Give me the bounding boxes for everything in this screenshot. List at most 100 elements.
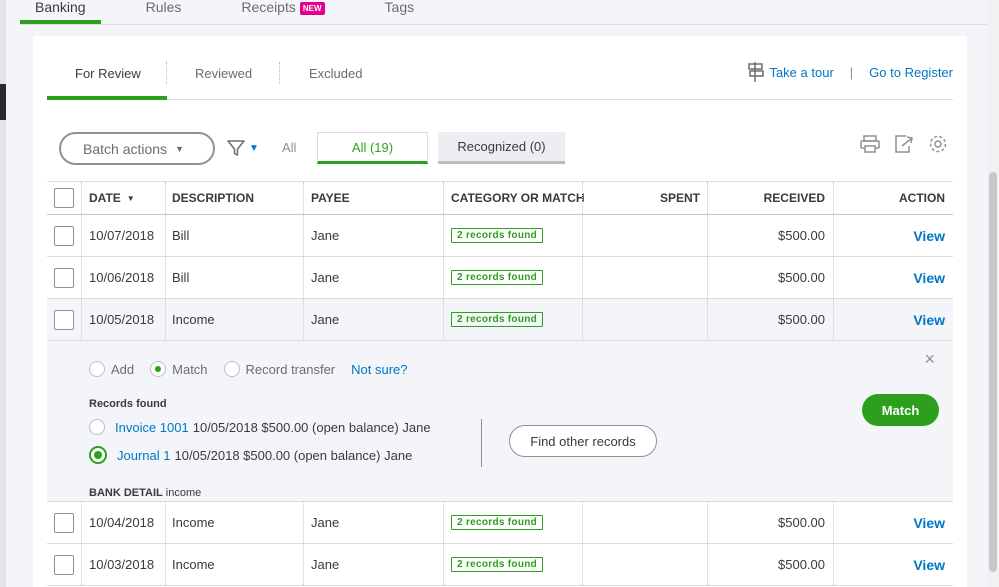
tab-banking[interactable]: Banking [20,0,101,24]
record-radio[interactable] [89,419,105,435]
row-description: Bill [172,270,190,285]
row-checkbox[interactable] [54,225,74,246]
mode-add-radio[interactable] [89,361,105,377]
batch-actions-button[interactable]: Batch actions ▼ [59,132,215,165]
col-date-label: DATE [89,191,121,205]
panel-divider [481,419,482,467]
row-checkbox[interactable] [54,267,74,288]
view-link[interactable]: View [913,269,945,286]
col-received: RECEIVED [763,191,825,205]
not-sure-link[interactable]: Not sure? [351,361,408,377]
row-date: 10/06/2018 [89,270,155,285]
filter-icon [227,140,245,156]
col-spent: SPENT [659,191,700,205]
select-all-checkbox[interactable] [54,188,74,208]
row-description: Income [172,312,215,327]
row-checkbox[interactable] [54,554,74,575]
records-found-badge[interactable]: 2 records found [451,557,544,572]
col-date[interactable]: DATE ▼ [89,182,135,214]
active-tab-underline [47,96,167,100]
scrollbar-thumb[interactable] [989,172,997,572]
records-found-badge[interactable]: 2 records found [451,228,544,243]
close-icon[interactable]: × [924,349,935,369]
table-row[interactable]: 10/07/2018 Bill Jane 2 records found $50… [47,215,953,257]
row-checkbox[interactable] [54,309,74,330]
records-found-badge[interactable]: 2 records found [451,312,544,327]
view-link[interactable]: View [913,311,945,328]
batch-actions-label: Batch actions [83,140,168,157]
row-spent [590,257,700,298]
scrollbar[interactable] [987,0,999,587]
row-received: $500.00 [778,270,825,285]
tab-receipts-label: Receipts [241,0,296,15]
banking-card: For Review Reviewed Excluded Take a tour… [33,36,967,587]
mode-match-option[interactable]: Match [150,361,208,377]
go-to-register-link[interactable]: Go to Register [869,64,953,80]
mode-transfer-radio[interactable] [223,361,240,377]
mode-match-radio[interactable] [150,361,167,377]
view-link[interactable]: View [913,227,945,244]
take-a-tour-link[interactable]: Take a tour [769,64,834,80]
table-row[interactable]: 10/04/2018 Income Jane 2 records found $… [47,502,953,544]
mode-options: Add Match Record transfer Not sure? [89,361,408,377]
mode-add-option[interactable]: Add [89,361,134,377]
row-date: 10/07/2018 [89,228,155,243]
bank-detail-value: income [165,487,202,499]
expanded-match-panel: Add Match Record transfer Not sure? × Re… [47,341,953,502]
chip-recognized[interactable]: Recognized (0) [438,132,565,164]
tab-for-review[interactable]: For Review [75,66,141,81]
table-row[interactable]: 10/03/2018 Income Jane 2 records found $… [47,544,953,586]
record-option[interactable]: Invoice 1001 10/05/2018 $500.00 (open ba… [89,419,431,435]
tab-rules[interactable]: Rules [131,0,197,24]
view-link[interactable]: View [913,556,945,573]
left-edge-marker [0,84,6,120]
chip-all[interactable]: All (19) [317,132,428,164]
table-row[interactable]: 10/06/2018 Bill Jane 2 records found $50… [47,257,953,299]
row-spent [590,544,700,585]
table-row-selected[interactable]: 10/05/2018 Income Jane 2 records found $… [47,299,953,341]
record-option-selected[interactable]: Journal 1 10/05/2018 $500.00 (open balan… [89,446,412,464]
tab-reviewed[interactable]: Reviewed [195,66,253,81]
mode-transfer-option[interactable]: Record transfer [223,361,336,377]
row-checkbox[interactable] [54,512,74,533]
row-date: 10/04/2018 [89,515,155,530]
record-detail: 10/05/2018 $500.00 (open balance) Jane [192,419,431,435]
tab-receipts[interactable]: Receipts NEW [226,0,339,24]
row-description: Income [172,515,215,530]
row-payee: Jane [311,557,340,572]
filter-caret-icon: ▼ [249,142,259,154]
sub-tab-divider [279,62,280,84]
record-link[interactable]: Journal 1 [117,447,171,463]
tab-tags[interactable]: Tags [370,0,430,24]
row-payee: Jane [311,515,340,530]
find-other-records-button[interactable]: Find other records [509,425,657,457]
new-badge: NEW [299,2,325,15]
record-radio-selected[interactable] [89,446,107,464]
mode-match-label: Match [172,361,208,377]
filter-all-label: All [282,140,297,155]
tab-banking-label: Banking [35,0,86,15]
table-header: DATE ▼ DESCRIPTION PAYEE CATEGORY OR MATC… [47,181,953,215]
row-spent [590,502,700,543]
row-received: $500.00 [778,228,825,243]
gear-icon[interactable] [927,134,949,154]
signpost-icon [748,62,765,82]
filter-button[interactable]: ▼ [226,138,259,158]
records-found-badge[interactable]: 2 records found [451,270,544,285]
view-link[interactable]: View [913,514,945,531]
print-icon[interactable] [859,134,881,154]
link-separator: | [849,64,854,80]
record-link[interactable]: Invoice 1001 [115,419,189,435]
row-description: Bill [172,228,190,243]
mode-transfer-label: Record transfer [245,361,336,377]
match-button[interactable]: Match [862,394,939,426]
tab-excluded[interactable]: Excluded [309,66,363,81]
export-icon[interactable] [893,134,915,154]
records-found-badge[interactable]: 2 records found [451,515,544,530]
row-received: $500.00 [778,312,825,327]
col-category: CATEGORY OR MATCH [451,191,585,205]
row-description: Income [172,557,215,572]
bank-detail-label: BANK DETAIL [89,487,163,499]
row-received: $500.00 [778,557,825,572]
select-all-cell [54,182,74,214]
